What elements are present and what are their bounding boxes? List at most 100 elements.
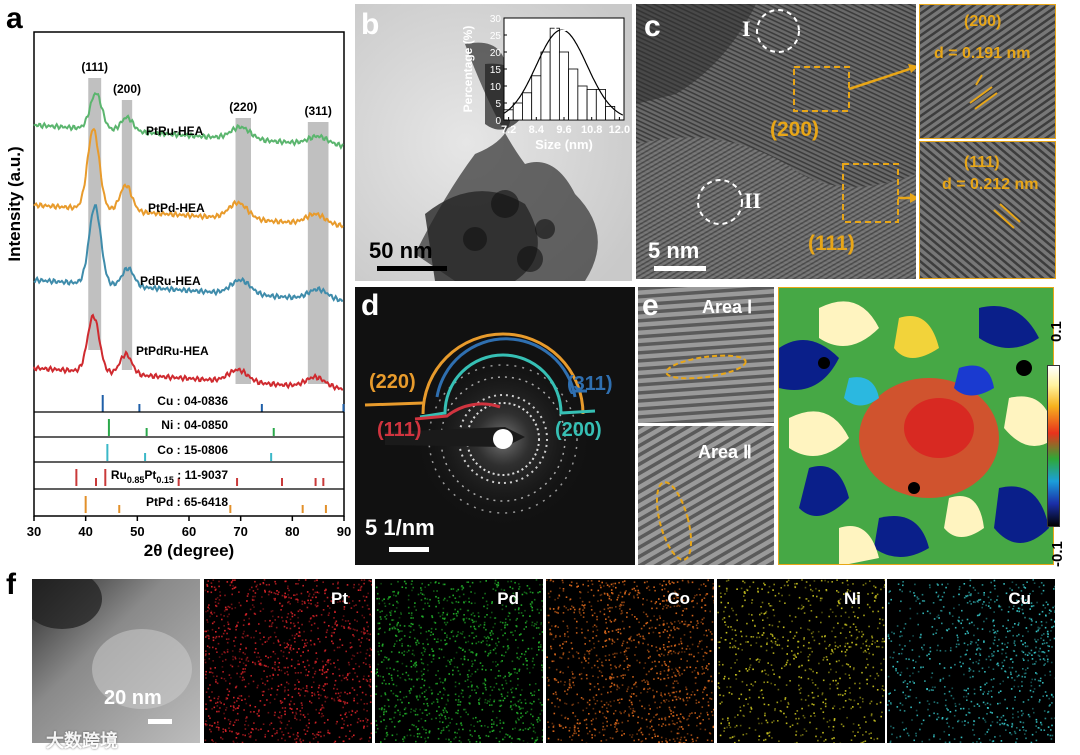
hkl-band [88, 78, 102, 350]
hkl-band [235, 118, 251, 384]
x-tick-label: 40 [78, 524, 92, 539]
haadf-image: 20 nm [32, 579, 200, 743]
panel-c-label: c [644, 10, 661, 43]
histogram-bar [549, 27, 560, 121]
histogram-bar [531, 75, 542, 121]
reference-label: Ru0.85Pt0.15 : 11-9037 [111, 468, 228, 485]
reference-label: Co : 15-0806 [157, 443, 228, 457]
strain-map [778, 287, 1054, 565]
inset-111-d-spacing: d = 0.212 nm [942, 176, 1039, 193]
inset-y-tick-label: 20 [490, 48, 502, 59]
tem-image-b: b 50 nm 0 5 10 15 20 25 30 7.2 8.4 9.6 10.8 12.0 9.5… [355, 4, 632, 281]
inset-y-label: Percentage (%) [461, 26, 475, 113]
eds-map-co: Co [546, 579, 714, 743]
eds-element-label: Pt [331, 589, 348, 608]
xrd-series-line [33, 127, 344, 229]
facet-111-label: (111) [808, 232, 855, 255]
area-ii-title: Area Ⅱ [698, 442, 752, 462]
scale-label-d: 5 1/nm [365, 515, 435, 540]
area-ii-marker: II [744, 188, 762, 213]
eds-map-pt: Pt [204, 579, 372, 743]
gaussian-fit [503, 29, 624, 116]
reference-label: Cu : 04-0836 [157, 394, 228, 408]
inset-title: 9.5 ± 1.2 nm [540, 20, 608, 34]
inset-y-tick-label: 5 [495, 99, 501, 110]
panel-f-label: f [6, 568, 16, 601]
ring-220-arc [421, 332, 585, 415]
colorbar-min-label: -0.1 [1049, 541, 1066, 567]
series-label: PtRu-HEA [146, 124, 204, 138]
histogram-bar [512, 102, 523, 121]
series-label: PdRu-HEA [140, 274, 201, 288]
scale-bar-d [389, 547, 429, 552]
reference-label: Ni : 04-0850 [161, 418, 228, 432]
inset-y-tick-label: 25 [490, 31, 502, 42]
xrd-series-line [33, 313, 343, 392]
inset-x-label: Size (nm) [535, 137, 593, 152]
xrd-chart: (111) (200) (220) (311) PtRu-HEA PtPd-HEA PdRu… [5, 31, 351, 560]
histogram-bar [595, 89, 606, 121]
panel-b-label: b [361, 8, 380, 41]
colorbar-max-label: 0.1 [1048, 321, 1065, 342]
scale-label-b: 50 nm [369, 238, 433, 263]
x-tick-label: 60 [182, 524, 196, 539]
panel-a-label: a [6, 2, 23, 35]
histogram-bar [586, 89, 597, 121]
eds-map-pd: Pd [375, 579, 543, 743]
histogram-bar [577, 85, 588, 121]
hrtem-inset-111: (111) d = 0.212 nm [919, 141, 1056, 279]
x-axis-label: 2θ (degree) [144, 541, 234, 560]
xrd-series-line [33, 204, 344, 303]
y-axis-label: Intensity (a.u.) [5, 146, 24, 261]
eds-element-label: Co [667, 589, 690, 608]
eds-element-label: Cu [1008, 589, 1031, 608]
watermark: 大数跨境 [46, 731, 118, 751]
size-histogram: 0 5 10 15 20 25 30 7.2 8.4 9.6 10.8 12.0 9.5 ± 1.2 n… [461, 14, 630, 152]
inset-200-d-spacing: d = 0.191 nm [934, 45, 1031, 62]
inset-y-tick-label: 0 [495, 116, 501, 127]
area-i-title: Area Ⅰ [702, 297, 753, 317]
eds-map-ni: Ni [717, 579, 885, 743]
xrd-series-line [33, 92, 344, 150]
band-label: (200) [113, 82, 141, 96]
ring-111-arc [414, 402, 501, 421]
series-label: PtPdRu-HEA [136, 344, 209, 358]
scale-label-f: 20 nm [104, 687, 162, 709]
inset-x-tick-label: 9.6 [556, 124, 571, 136]
x-tick-label: 70 [233, 524, 247, 539]
scale-bar-c [654, 266, 706, 271]
facet-200-label: (200) [770, 118, 820, 141]
inset-y-tick-label: 15 [490, 65, 502, 76]
reference-label: PtPd : 65-6418 [146, 495, 228, 509]
eds-element-label: Pd [497, 589, 519, 608]
eds-map-cu: Cu [887, 579, 1055, 743]
panel-e-label: e [642, 289, 659, 322]
hrtem-inset-200: (200) d = 0.191 nm [919, 4, 1056, 139]
ring-311-arc [435, 337, 577, 398]
inset-200-hkl: (200) [964, 13, 1002, 30]
ring-200-label: (200) [555, 419, 602, 441]
x-tick-label: 90 [337, 524, 351, 539]
histogram-bar [605, 106, 616, 121]
histogram-bar [522, 92, 533, 121]
ring-220-label: (220) [369, 371, 416, 393]
hrtem-image-c: c I II (200) (111) 5 nm [636, 4, 916, 279]
ring-111-label: (111) [377, 419, 422, 441]
eds-element-label: Ni [844, 589, 861, 608]
inset-y-tick-label: 30 [490, 14, 502, 25]
ifft-area-i: e Area Ⅰ [638, 287, 774, 423]
histogram-bar [568, 68, 579, 121]
band-label: (220) [229, 100, 257, 114]
band-label: (111) [81, 60, 108, 74]
scale-bar-b [377, 266, 447, 271]
series-label: PtPd-HEA [148, 201, 205, 215]
x-tick-label: 80 [285, 524, 299, 539]
panel-d-label: d [361, 289, 380, 322]
inset-x-tick-label: 8.4 [529, 124, 545, 136]
histogram-bar [540, 51, 551, 121]
hkl-band [307, 122, 329, 384]
ifft-area-ii: Area Ⅱ [638, 426, 774, 565]
band-label: (311) [304, 104, 331, 118]
scale-label-c: 5 nm [648, 238, 700, 263]
inset-x-tick-label: 10.8 [581, 124, 602, 136]
